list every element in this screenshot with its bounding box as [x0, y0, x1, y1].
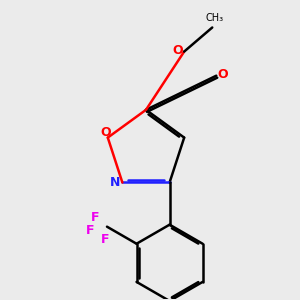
Text: F: F	[86, 224, 94, 237]
Text: CH₃: CH₃	[205, 13, 223, 23]
Text: F: F	[101, 233, 109, 246]
Text: O: O	[100, 126, 111, 139]
Text: O: O	[218, 68, 228, 81]
Text: O: O	[172, 44, 183, 57]
Text: N: N	[110, 176, 120, 189]
Text: F: F	[91, 211, 99, 224]
